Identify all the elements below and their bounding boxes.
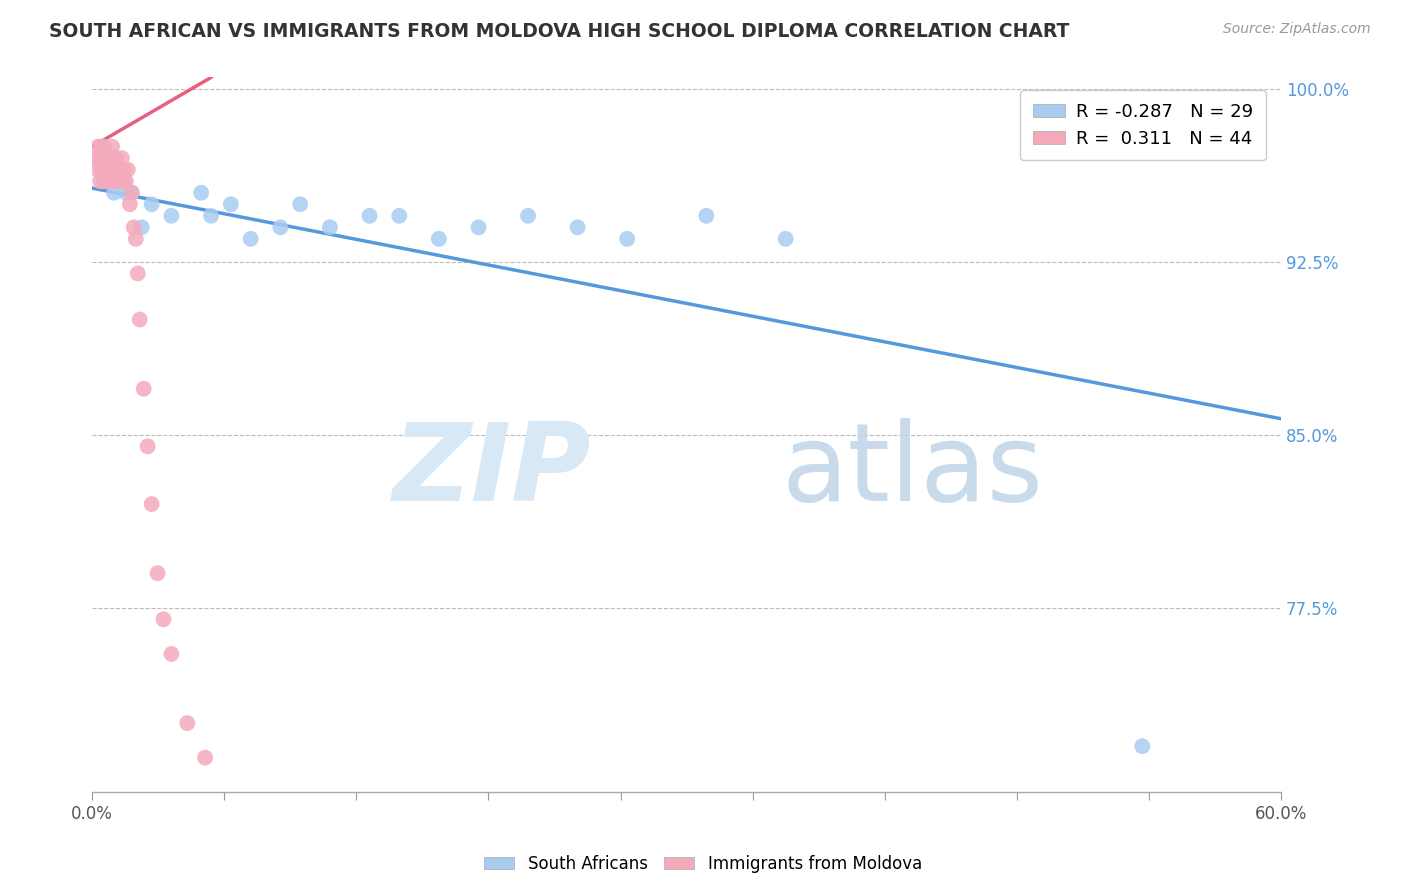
Point xyxy=(388,209,411,223)
Point xyxy=(98,162,121,177)
Point xyxy=(152,612,174,626)
Point xyxy=(200,209,222,223)
Point xyxy=(122,220,145,235)
Point xyxy=(98,151,121,165)
Point xyxy=(103,162,125,177)
Point xyxy=(103,186,125,200)
Point xyxy=(87,162,110,177)
Point xyxy=(160,209,183,223)
Point xyxy=(269,220,291,235)
Point xyxy=(146,566,169,581)
Point xyxy=(94,151,117,165)
Legend: R = -0.287   N = 29, R =  0.311   N = 44: R = -0.287 N = 29, R = 0.311 N = 44 xyxy=(1021,90,1265,161)
Point xyxy=(107,162,129,177)
Point xyxy=(141,197,163,211)
Text: Source: ZipAtlas.com: Source: ZipAtlas.com xyxy=(1223,22,1371,37)
Point xyxy=(93,174,115,188)
Point xyxy=(160,647,183,661)
Point xyxy=(194,750,217,764)
Point xyxy=(107,174,129,188)
Point xyxy=(91,139,114,153)
Point xyxy=(125,232,148,246)
Point xyxy=(97,174,120,188)
Point xyxy=(128,312,150,326)
Point xyxy=(93,151,115,165)
Point xyxy=(132,382,155,396)
Text: ZIP: ZIP xyxy=(394,417,592,524)
Text: atlas: atlas xyxy=(782,417,1043,524)
Point xyxy=(176,716,198,731)
Point xyxy=(117,162,139,177)
Point xyxy=(517,209,540,223)
Point xyxy=(1130,739,1153,754)
Text: SOUTH AFRICAN VS IMMIGRANTS FROM MOLDOVA HIGH SCHOOL DIPLOMA CORRELATION CHART: SOUTH AFRICAN VS IMMIGRANTS FROM MOLDOVA… xyxy=(49,22,1070,41)
Point xyxy=(290,197,312,211)
Point xyxy=(89,151,111,165)
Point xyxy=(359,209,381,223)
Point xyxy=(87,139,110,153)
Point xyxy=(84,151,107,165)
Point xyxy=(103,151,125,165)
Point xyxy=(112,174,135,188)
Point xyxy=(111,162,134,177)
Point xyxy=(94,174,117,188)
Point xyxy=(101,174,124,188)
Point xyxy=(127,267,149,281)
Point xyxy=(121,186,143,200)
Point xyxy=(115,186,138,200)
Point xyxy=(118,197,141,211)
Point xyxy=(112,162,135,177)
Point xyxy=(94,162,117,177)
Point xyxy=(93,139,115,153)
Point xyxy=(101,139,124,153)
Point xyxy=(111,162,134,177)
Point xyxy=(567,220,589,235)
Point xyxy=(616,232,638,246)
Point xyxy=(108,174,131,188)
Point xyxy=(141,497,163,511)
Point xyxy=(239,232,262,246)
Point xyxy=(121,186,143,200)
Point xyxy=(111,151,134,165)
Point xyxy=(219,197,242,211)
Point xyxy=(97,151,120,165)
Point xyxy=(104,174,127,188)
Point xyxy=(695,209,717,223)
Point xyxy=(136,439,159,453)
Point xyxy=(89,174,111,188)
Point xyxy=(91,162,114,177)
Legend: South Africans, Immigrants from Moldova: South Africans, Immigrants from Moldova xyxy=(478,848,928,880)
Point xyxy=(131,220,153,235)
Point xyxy=(319,220,342,235)
Point xyxy=(104,151,127,165)
Point xyxy=(190,186,212,200)
Point xyxy=(98,162,121,177)
Point xyxy=(89,151,111,165)
Point xyxy=(115,174,138,188)
Point xyxy=(775,232,797,246)
Point xyxy=(107,162,129,177)
Point xyxy=(467,220,489,235)
Point xyxy=(427,232,450,246)
